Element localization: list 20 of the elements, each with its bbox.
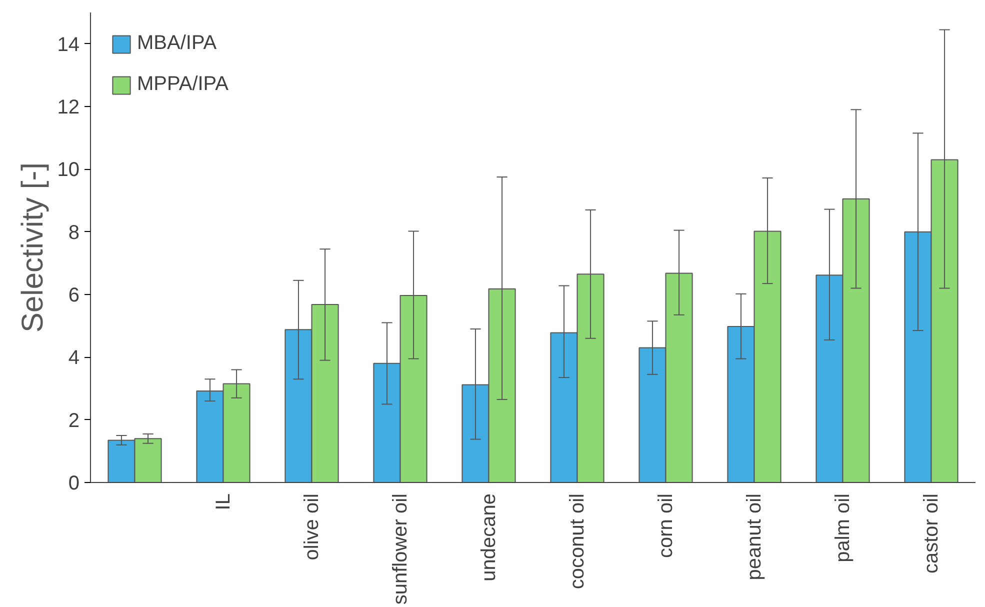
y-tick-label: 6 [68, 284, 80, 306]
y-tick-label: 4 [68, 347, 80, 370]
legend-label: MPPA/IPA [137, 73, 229, 96]
y-tick-label: 0 [68, 472, 80, 494]
x-tick-label: palm oil [832, 493, 854, 562]
legend-label: MBA/IPA [137, 32, 217, 55]
x-tick-label: coconut oil [566, 493, 588, 590]
y-tick-label: 8 [68, 222, 80, 244]
x-tick-label: corn oil [654, 493, 677, 558]
y-tick-label: 14 [57, 34, 80, 56]
x-tick-label: sunflower oil [389, 493, 412, 605]
y-tick-label: 10 [57, 159, 80, 182]
x-tick-label: olive oil [300, 493, 323, 560]
x-tick-label: peanut oil [743, 493, 766, 580]
x-tick-label: castor oil [920, 494, 942, 574]
x-tick-label: undecane [478, 493, 500, 582]
y-axis-title: Selectivity [-] [16, 162, 50, 333]
y-tick-label: 2 [68, 410, 80, 432]
y-tick-label: 12 [57, 96, 80, 118]
x-tick-label: IL [212, 493, 234, 510]
